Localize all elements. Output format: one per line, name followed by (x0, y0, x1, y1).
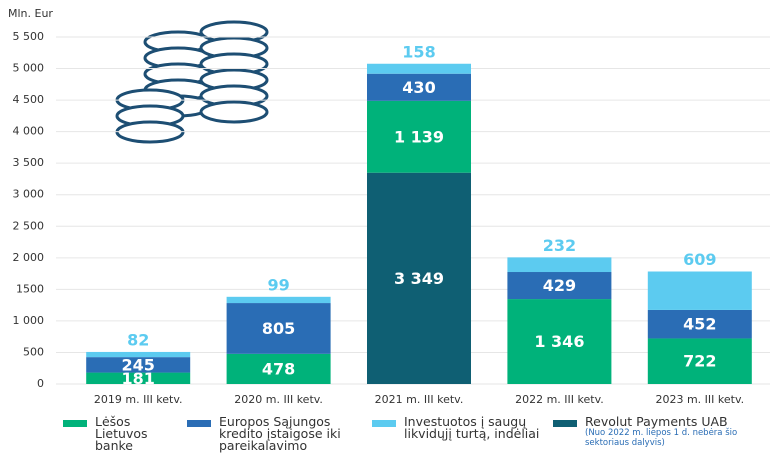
value-label: 99 (267, 275, 289, 294)
value-label: 82 (127, 330, 149, 349)
bar-segment (86, 372, 191, 384)
legend-swatch (63, 420, 87, 427)
bar-segment (507, 272, 612, 300)
value-label: 3 349 (394, 269, 444, 288)
legend-label: Lėšos Lietuvos banke (95, 414, 148, 453)
legend-text: Investuotos į saugų likvidųjį turtą, ind… (404, 414, 542, 441)
bar-segment (367, 100, 471, 173)
y-tick-label: 5 000 (13, 62, 45, 75)
legend-swatch (187, 420, 211, 427)
value-label: 158 (402, 42, 435, 61)
bar-segment (647, 338, 752, 384)
x-tick-label: 2019 m. III ketv. (94, 393, 183, 406)
bar-segment (507, 299, 612, 384)
value-label: 1 139 (394, 127, 444, 146)
legend-label: Revolut Payments UAB (585, 414, 728, 429)
value-label: 805 (262, 319, 295, 338)
bar-segment (647, 271, 752, 310)
legend-item: Lėšos Lietuvos banke (63, 414, 173, 453)
coins-icon (115, 20, 269, 144)
legend-text: Lėšos Lietuvos banke (95, 414, 173, 453)
y-tick-label: 1 000 (13, 314, 45, 327)
y-tick-label: 3 000 (13, 188, 45, 201)
legend-swatch (553, 420, 577, 427)
value-label: 1 346 (534, 332, 584, 351)
y-tick-label: 1500 (16, 282, 44, 295)
legend-text: Europos Sąjungos kredito įstaigose iki p… (219, 414, 357, 453)
y-tick-label: 5 500 (13, 30, 45, 43)
legend-swatch (372, 420, 396, 427)
value-label: 609 (683, 250, 716, 269)
y-tick-label: 4 500 (13, 93, 45, 106)
value-label: 430 (402, 78, 435, 97)
x-tick-label: 2023 m. III ketv. (655, 393, 744, 406)
value-label: 478 (262, 359, 295, 378)
bar-segment (367, 73, 471, 101)
legend-text: Revolut Payments UAB (Nuo 2022 m. liepos … (585, 414, 763, 448)
bar-segment (647, 309, 752, 339)
bar-segment (86, 351, 191, 358)
legend-item: Investuotos į saugų likvidųjį turtą, ind… (372, 414, 542, 441)
y-tick-label: 500 (23, 345, 44, 358)
value-label: 181 (121, 369, 154, 388)
y-tick-label: 0 (37, 377, 44, 390)
y-tick-label: 3 500 (13, 156, 45, 169)
legend-item: Europos Sąjungos kredito įstaigose iki p… (187, 414, 357, 453)
value-label: 452 (683, 315, 716, 334)
x-tick-label: 2021 m. III ketv. (375, 393, 464, 406)
legend-note: (Nuo 2022 m. liepos 1 d. nebėra šio sekt… (585, 428, 738, 448)
legend-item: Revolut Payments UAB (Nuo 2022 m. liepos … (553, 414, 763, 448)
y-tick-label: 4 000 (13, 125, 45, 138)
value-label: 722 (683, 352, 716, 371)
y-tick-label: 2 000 (13, 251, 45, 264)
bar-segment (86, 357, 191, 373)
value-label: 429 (543, 276, 576, 295)
bar-segment (226, 303, 331, 354)
value-label: 232 (543, 236, 576, 255)
bar-segment (226, 353, 331, 384)
bar-segment (367, 172, 471, 384)
bar-segment (367, 63, 471, 74)
y-tick-label: 2 500 (13, 219, 45, 232)
bar-segment (507, 257, 612, 273)
legend-label: Investuotos į saugų likvidųjį turtą, ind… (404, 414, 540, 441)
value-label: 245 (121, 355, 154, 374)
y-axis-label: Mln. Eur (8, 7, 53, 20)
legend-label: Europos Sąjungos kredito įstaigose iki p… (219, 414, 341, 453)
chart: Mln. Eur 0 500 1 000 1500 2 000 2 500 3 000 3 5… (8, 7, 770, 406)
x-tick-label: 2022 m. III ketv. (515, 393, 604, 406)
x-tick-label: 2020 m. III ketv. (234, 393, 323, 406)
bar-segment (226, 296, 331, 304)
